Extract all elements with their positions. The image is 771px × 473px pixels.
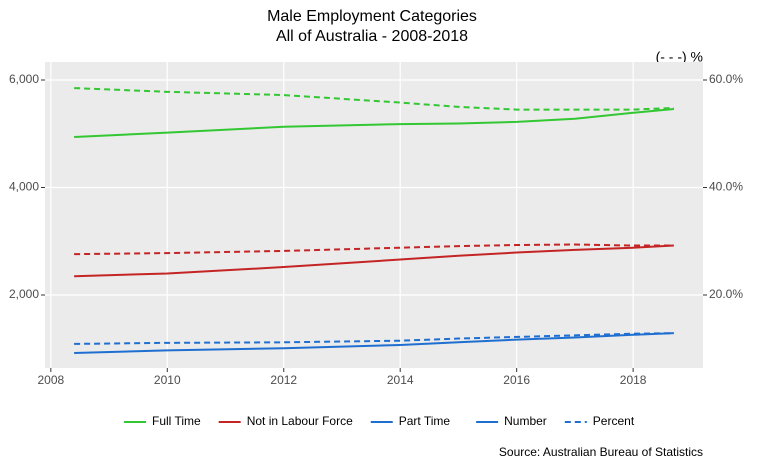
legend-label: Not in Labour Force: [247, 414, 353, 428]
panel: [45, 62, 703, 368]
chart-subtitle: All of Australia - 2008-2018: [276, 28, 468, 45]
y2-title: (- - -) %: [656, 49, 703, 65]
series-line: [74, 332, 674, 355]
y-tick-label: 2,000: [9, 287, 39, 301]
y2-tick-label: 40.0%: [709, 180, 743, 194]
source: Source: Australian Bureau of Statistics: [499, 445, 703, 459]
x-tick-label: 2014: [387, 373, 414, 387]
series-percent-line: [74, 87, 674, 111]
legend-label: Percent: [593, 414, 635, 428]
legend-label: Full Time: [152, 414, 201, 428]
legend-label: Part Time: [399, 414, 451, 428]
series-line: [74, 108, 674, 138]
x-tick-label: 2016: [503, 373, 530, 387]
legend-label: Number: [504, 414, 547, 428]
y2-tick-label: 20.0%: [709, 287, 743, 301]
x-tick-label: 2018: [620, 373, 647, 387]
series-percent-line: [74, 243, 674, 256]
y2-tick-label: 60.0%: [709, 72, 743, 86]
x-tick-label: 2012: [270, 373, 297, 387]
chart-title: Male Employment Categories: [267, 8, 477, 25]
y-tick-label: 6,000: [9, 72, 39, 86]
x-tick-label: 2010: [154, 373, 181, 387]
x-tick-label: 2008: [37, 373, 64, 387]
y-tick-label: 4,000: [9, 180, 39, 194]
series-line: [74, 244, 674, 278]
series-percent-line: [74, 332, 674, 345]
